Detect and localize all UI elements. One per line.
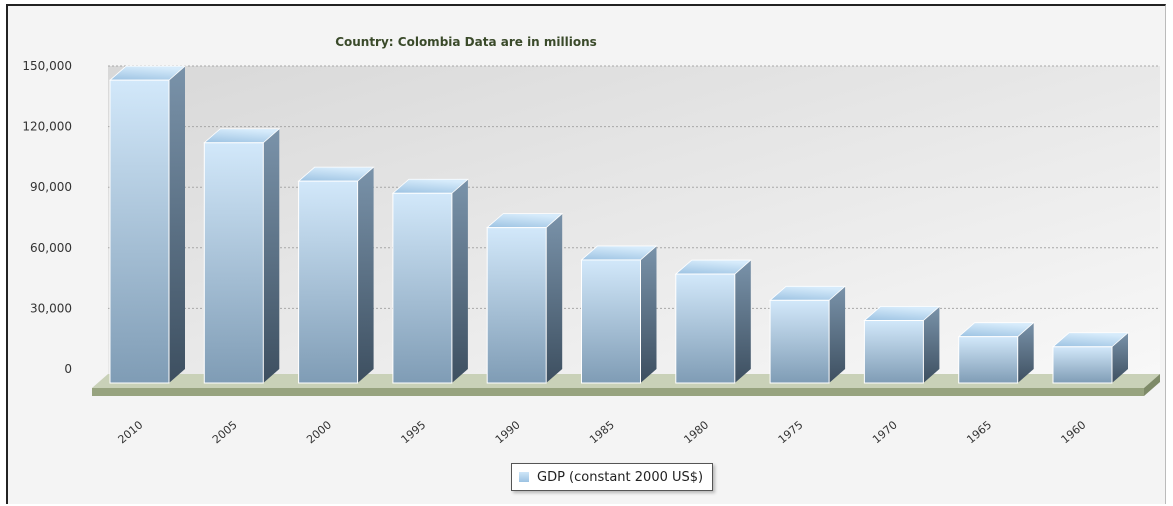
x-tick-label: 1985: [587, 418, 617, 446]
bar: [674, 259, 752, 384]
chart-canvas: 0 30,000 60,000 90,000 120,000 150,000 2010 200…: [22, 35, 1160, 446]
y-tick-label: 120,000: [22, 120, 72, 134]
y-tick-label: 90,000: [30, 180, 72, 194]
bar-side: [829, 286, 846, 383]
x-tick-label: 1990: [493, 418, 523, 446]
bar-front: [298, 180, 359, 384]
bar-front: [769, 299, 830, 384]
bar-front: [1052, 346, 1113, 384]
legend-swatch: [519, 472, 529, 482]
y-tick-label: 30,000: [30, 301, 72, 315]
bar: [580, 245, 658, 384]
bar-side: [1112, 332, 1128, 383]
bar-side: [451, 179, 468, 383]
bar-front: [581, 259, 641, 384]
legend-label: GDP (constant 2000 US$): [537, 469, 704, 485]
bar: [957, 322, 1035, 384]
x-tick-label: 1960: [1059, 418, 1089, 446]
bar-side: [1017, 322, 1034, 383]
bar: [769, 285, 847, 384]
bar-front: [958, 336, 1019, 384]
y-tick-label: 150,000: [22, 59, 72, 73]
floor-front: [92, 388, 1144, 396]
bar-side: [734, 260, 751, 383]
y-tick-label: 60,000: [30, 241, 72, 255]
x-tick-label: 1975: [776, 418, 806, 446]
x-tick-label: 1980: [681, 418, 711, 446]
bar-front: [392, 192, 453, 384]
chart-title: Country: Colombia Data are in millions: [335, 35, 597, 49]
chart-frame: 0 30,000 60,000 90,000 120,000 150,000 2010 200…: [6, 4, 1166, 504]
bar: [486, 213, 564, 384]
bar: [863, 306, 941, 384]
bar: [108, 65, 187, 384]
bar-side: [169, 66, 185, 383]
bar-side: [357, 167, 374, 383]
bar-side: [640, 245, 657, 383]
x-tick-label: 2000: [304, 418, 334, 446]
x-tick-label: 2010: [116, 418, 146, 446]
x-tick-label: 1995: [399, 418, 429, 446]
bar-front: [486, 227, 547, 384]
bar-side: [923, 306, 940, 383]
bar-side: [263, 128, 280, 383]
bar: [1051, 332, 1130, 384]
bar-side: [546, 213, 563, 383]
floor-side: [1144, 374, 1160, 396]
bar: [297, 166, 375, 384]
bar-front: [675, 273, 736, 384]
bar-front: [203, 142, 264, 384]
y-tick-label: 0: [64, 362, 72, 376]
x-tick-label: 1965: [964, 418, 994, 446]
bar: [203, 128, 281, 384]
x-tick-label: 2005: [210, 418, 240, 446]
x-tick-label: 1970: [870, 418, 900, 446]
bar-front: [863, 320, 924, 384]
bar: [391, 178, 469, 384]
bar-front: [109, 79, 170, 384]
chart-legend: GDP (constant 2000 US$): [511, 463, 714, 491]
